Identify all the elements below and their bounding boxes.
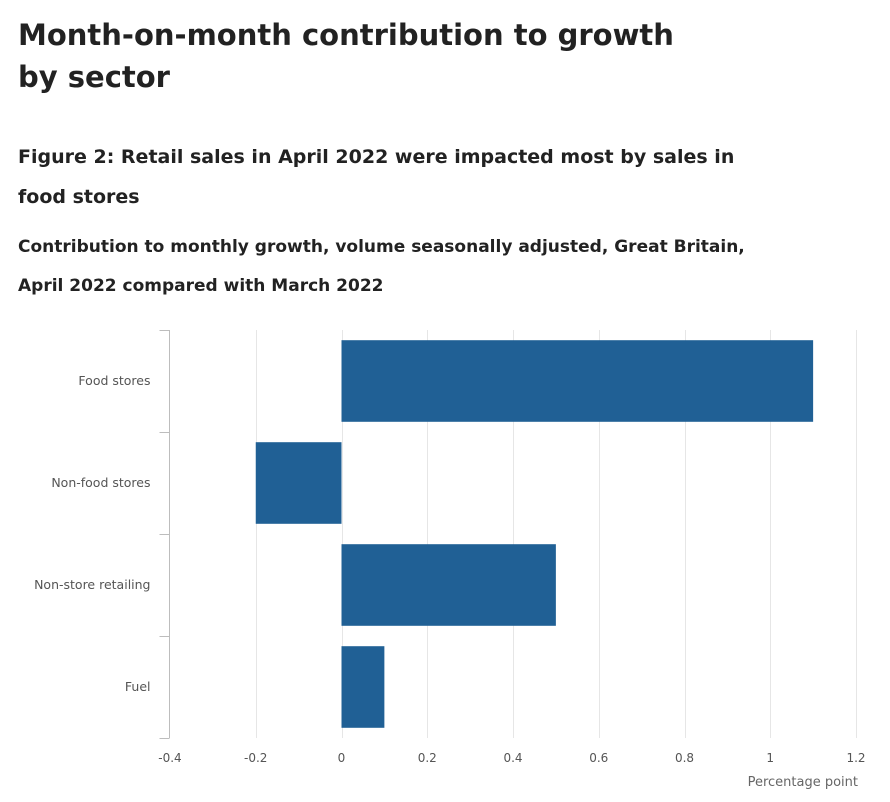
bar[interactable]: [341, 646, 385, 728]
chart-subtitle: Contribution to monthly growth, volume s…: [18, 237, 745, 296]
bar[interactable]: [341, 340, 814, 422]
x-tick-label: -0.4: [158, 751, 181, 765]
category-label: Food stores: [78, 373, 150, 388]
category-label: Non-store retailing: [34, 577, 150, 592]
category-axis: Food stores Non-food stores Non-store reta…: [34, 330, 170, 739]
category-label: Non-food stores: [51, 475, 150, 490]
x-tick-label: -0.2: [244, 751, 267, 765]
bar[interactable]: [341, 544, 556, 626]
x-tick-label: 0.6: [589, 751, 608, 765]
x-tick-label: 0.2: [418, 751, 437, 765]
chart-title: Figure 2: Retail sales in April 2022 wer…: [18, 146, 735, 208]
x-tick-label: 0.4: [503, 751, 522, 765]
bar[interactable]: [255, 442, 342, 524]
x-tick-label: 0.8: [675, 751, 694, 765]
x-tick-label: 0: [338, 751, 346, 765]
bars: [255, 340, 814, 728]
x-tick-label: 1: [766, 751, 774, 765]
page-title: Month-on-month contribution to growth by…: [18, 18, 674, 94]
value-axis-ticks: -0.4 -0.2 0 0.2 0.4 0.6 0.8 1 1.2: [158, 751, 865, 765]
category-label: Fuel: [125, 679, 151, 694]
x-axis-title: Percentage point: [748, 775, 858, 790]
x-tick-label: 1.2: [846, 751, 865, 765]
